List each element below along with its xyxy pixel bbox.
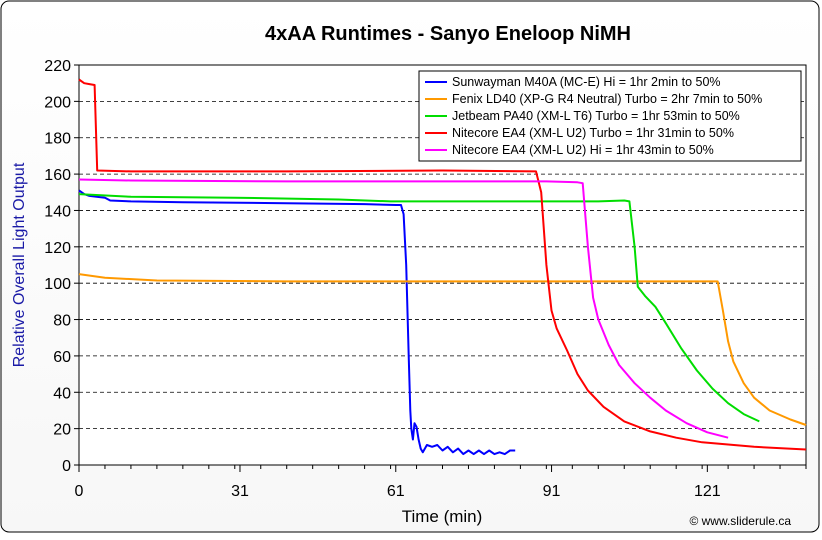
series-line-3 — [78, 193, 760, 423]
y-tick-label: 180 — [44, 131, 71, 148]
legend-label: Nitecore EA4 (XM-L U2) Turbo = 1hr 31min… — [452, 126, 734, 140]
legend: Sunwayman M40A (MC-E) Hi = 1hr 2min to 5… — [418, 70, 802, 162]
legend-label: Jetbeam PA40 (XM-L T6) Turbo = 1hr 53min… — [452, 109, 740, 123]
y-tick-label: 20 — [53, 422, 71, 439]
axes: 0 20 40 60 80 100 120 140 160 180 200 220 0 31 61 91 121 — [44, 58, 807, 500]
y-tick-label: 60 — [53, 349, 71, 366]
x-tick-label: 31 — [231, 483, 249, 500]
y-tick-label: 100 — [44, 276, 71, 293]
series-line-5 — [78, 178, 729, 439]
y-tick-label: 80 — [53, 313, 71, 330]
legend-label: Fenix LD40 (XP-G R4 Neutral) Turbo = 2hr… — [452, 92, 762, 106]
series-line-4 — [78, 78, 807, 451]
y-tick-label: 220 — [44, 58, 71, 75]
series-layer — [78, 78, 807, 456]
legend-label: Sunwayman M40A (MC-E) Hi = 1hr 2min to 5… — [452, 75, 721, 89]
y-tick-label: 40 — [53, 385, 71, 402]
y-tick-label: 160 — [44, 167, 71, 184]
series-line-2 — [78, 273, 807, 426]
x-tick-label: 91 — [543, 483, 561, 500]
x-axis-label: Time (min) — [402, 507, 483, 526]
series-line-1 — [78, 189, 516, 456]
credit-text: © www.sliderule.ca — [689, 514, 791, 528]
x-tick-label: 0 — [75, 483, 84, 500]
y-tick-label: 140 — [44, 203, 71, 220]
y-tick-label: 0 — [62, 458, 71, 475]
legend-label: Nitecore EA4 (XM-L U2) Hi = 1hr 43min to… — [452, 143, 714, 157]
x-tick-label: 61 — [387, 483, 405, 500]
legend-box — [418, 70, 802, 162]
y-tick-label: 200 — [44, 94, 71, 111]
y-axis-label: Relative Overall Light Output — [11, 162, 28, 367]
chart-title: 4xAA Runtimes - Sanyo Eneloop NiMH — [265, 23, 631, 45]
y-tick-label: 120 — [44, 240, 71, 257]
x-tick-label: 121 — [694, 483, 721, 500]
